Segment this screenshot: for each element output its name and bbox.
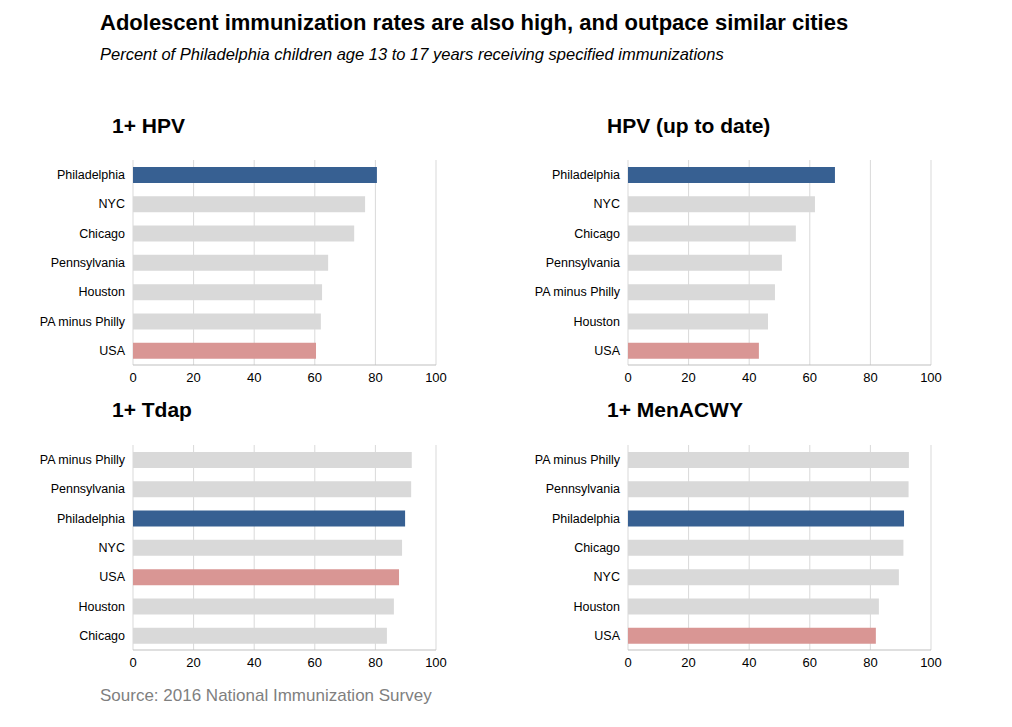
svg-text:100: 100: [425, 370, 447, 385]
svg-text:80: 80: [863, 655, 877, 670]
svg-text:Houston: Houston: [573, 600, 620, 614]
svg-text:Pennsylvania: Pennsylvania: [546, 482, 620, 496]
svg-text:USA: USA: [594, 344, 620, 358]
svg-text:PA minus Philly: PA minus Philly: [535, 453, 621, 467]
svg-text:NYC: NYC: [594, 197, 620, 211]
svg-text:40: 40: [247, 370, 261, 385]
svg-text:80: 80: [368, 655, 382, 670]
svg-text:Chicago: Chicago: [79, 629, 125, 643]
svg-text:80: 80: [863, 370, 877, 385]
html-text:1+ Tdap: 1+ Tdap: [112, 398, 192, 421]
svg-text:60: 60: [308, 370, 322, 385]
svg-text:Philadelphia: Philadelphia: [57, 512, 125, 526]
html-text:Source: 2016 National Immuniza: Source: 2016 National Immunization Surve…: [100, 686, 432, 705]
svg-text:PA minus Philly: PA minus Philly: [40, 315, 126, 329]
svg-text:60: 60: [308, 655, 322, 670]
html-text:HPV (up to date): HPV (up to date): [607, 114, 771, 137]
svg-text:USA: USA: [99, 570, 125, 584]
svg-text:Houston: Houston: [573, 315, 620, 329]
svg-text:Houston: Houston: [78, 600, 125, 614]
svg-text:Philadelphia: Philadelphia: [57, 168, 125, 182]
svg-text:20: 20: [186, 655, 200, 670]
svg-text:NYC: NYC: [99, 541, 125, 555]
svg-text:USA: USA: [594, 629, 620, 643]
html-text:1+ MenACWY: 1+ MenACWY: [607, 398, 743, 421]
svg-text:Pennsylvania: Pennsylvania: [546, 256, 620, 270]
svg-text:PA minus Philly: PA minus Philly: [40, 453, 126, 467]
svg-text:NYC: NYC: [594, 570, 620, 584]
svg-text:Pennsylvania: Pennsylvania: [51, 256, 125, 270]
svg-text:0: 0: [624, 655, 631, 670]
svg-text:40: 40: [247, 655, 261, 670]
svg-text:100: 100: [920, 655, 942, 670]
svg-text:40: 40: [742, 370, 756, 385]
svg-text:20: 20: [681, 370, 695, 385]
svg-text:Chicago: Chicago: [574, 227, 620, 241]
svg-text:40: 40: [742, 655, 756, 670]
svg-text:20: 20: [681, 655, 695, 670]
html-text:Adolescent immunization rates: Adolescent immunization rates are also h…: [100, 10, 849, 35]
svg-text:Philadelphia: Philadelphia: [552, 168, 620, 182]
svg-text:Pennsylvania: Pennsylvania: [51, 482, 125, 496]
svg-text:Chicago: Chicago: [79, 227, 125, 241]
svg-text:0: 0: [129, 655, 136, 670]
svg-text:80: 80: [368, 370, 382, 385]
html-text:Percent of Philadelphia childr: Percent of Philadelphia children age 13 …: [100, 45, 724, 63]
svg-text:Philadelphia: Philadelphia: [552, 512, 620, 526]
svg-text:0: 0: [624, 370, 631, 385]
svg-text:Houston: Houston: [78, 285, 125, 299]
svg-text:60: 60: [803, 370, 817, 385]
svg-text:60: 60: [803, 655, 817, 670]
html-text:1+ HPV: 1+ HPV: [112, 114, 185, 137]
svg-text:NYC: NYC: [99, 197, 125, 211]
svg-text:USA: USA: [99, 344, 125, 358]
svg-text:100: 100: [425, 655, 447, 670]
svg-text:20: 20: [186, 370, 200, 385]
svg-text:Chicago: Chicago: [574, 541, 620, 555]
svg-text:PA minus Philly: PA minus Philly: [535, 285, 621, 299]
svg-text:100: 100: [920, 370, 942, 385]
svg-text:0: 0: [129, 370, 136, 385]
